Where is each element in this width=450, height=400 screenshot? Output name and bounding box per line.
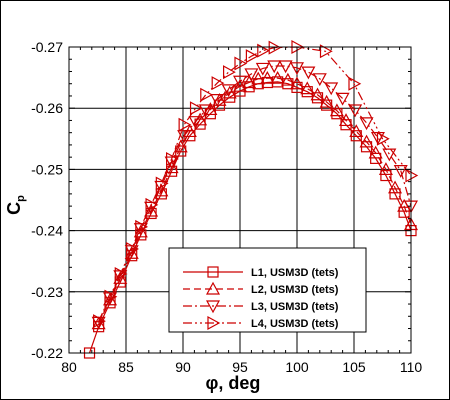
x-axis-label: φ, deg <box>206 373 261 393</box>
series-2-point <box>232 78 248 92</box>
y-tick-label: -0.23 <box>31 284 63 300</box>
y-axis-label-main: C <box>4 202 24 215</box>
series-3-point <box>188 116 203 129</box>
legend-box <box>168 247 367 333</box>
series-2-point <box>349 124 364 138</box>
series-3-point <box>210 94 225 107</box>
series-3-point <box>267 60 282 74</box>
x-tick-label: 110 <box>400 359 423 375</box>
y-axis-label: Cp <box>4 195 27 215</box>
series-4-line <box>98 46 412 322</box>
series-3-point <box>335 92 350 106</box>
series-4-point <box>166 151 179 167</box>
series-3-point <box>312 73 327 87</box>
y-axis-label-sub: p <box>15 195 27 202</box>
series-3-point <box>393 165 408 178</box>
series-2-point <box>319 94 334 108</box>
series-4-point <box>211 76 225 91</box>
series-3-point <box>255 62 270 76</box>
series-3-point <box>232 75 248 89</box>
series-3-point <box>301 66 316 80</box>
series-3-point <box>177 130 192 143</box>
series-4-point <box>348 76 362 91</box>
ticks-layer: 80 85 90 95 100 105 110 -0.22 -0.23 -0.24 -0.25 -0.… <box>31 39 422 375</box>
series-2-point <box>280 72 295 86</box>
legend-label-3: L3, USM3D (tets) <box>251 301 339 313</box>
series-2-point <box>378 162 393 175</box>
series-4-point <box>189 101 203 116</box>
series-2-point <box>260 70 275 84</box>
series-2-point <box>339 113 354 127</box>
series-3-point <box>382 148 397 162</box>
series-2-point <box>251 71 266 85</box>
series-4-point <box>223 65 236 80</box>
series-4-point <box>135 219 149 234</box>
legend-label-1: L1, USM3D (tets) <box>251 267 339 279</box>
series-3-point <box>289 62 305 76</box>
series-2-point <box>164 160 179 174</box>
series-3-point <box>348 104 363 118</box>
legend-label-4: L4, USM3D (tets) <box>251 318 339 330</box>
series-3-point <box>359 117 374 131</box>
series-4-point <box>104 289 118 304</box>
series-3-point <box>278 60 293 74</box>
series-2-point <box>289 76 305 90</box>
x-tick-label: 100 <box>285 359 309 375</box>
legend: L1, USM3D (tets) L2, USM3D (tets) L3, USM3… <box>168 247 367 333</box>
series-2-point <box>329 103 344 117</box>
x-tick-label: 85 <box>118 359 134 375</box>
svg-text:Cp: Cp <box>4 195 27 215</box>
series-4-point <box>245 49 259 64</box>
x-tick-label: 105 <box>342 359 366 375</box>
series-3-point <box>244 68 259 82</box>
series-2-point <box>113 271 128 284</box>
series-3-point <box>164 156 179 170</box>
y-tick-label: -0.27 <box>31 39 63 55</box>
legend-marker-4 <box>207 315 221 331</box>
series-4-point <box>145 197 159 212</box>
series-4-point <box>155 176 169 191</box>
series-3-point <box>324 82 339 96</box>
series-2-line <box>98 77 412 324</box>
y-tick-label: -0.22 <box>31 345 63 361</box>
series-4-point <box>126 241 139 256</box>
series-2-point <box>310 87 325 101</box>
y-tick-label: -0.24 <box>31 223 63 239</box>
series-4-point <box>114 267 128 282</box>
legend-label-2: L2, USM3D (tets) <box>251 284 339 296</box>
legend-marker-3 <box>205 300 221 314</box>
series-3-point <box>198 104 213 118</box>
series-4-point <box>268 40 282 55</box>
series-2-point <box>173 139 188 153</box>
x-tick-label: 90 <box>175 359 191 375</box>
y-tick-label: -0.25 <box>31 161 63 177</box>
series-4-point <box>200 87 214 102</box>
series-4-point <box>234 56 248 71</box>
series-2-point <box>388 180 403 194</box>
series-2-point <box>154 183 169 197</box>
series-2-point <box>270 70 285 84</box>
series-4-point <box>376 131 390 146</box>
series-4-point <box>319 44 333 59</box>
y-tick-label: -0.26 <box>31 100 63 116</box>
series-3-point <box>221 84 236 98</box>
series-4-point <box>93 314 106 329</box>
series-3-point <box>144 201 159 215</box>
legend-marker-2 <box>205 281 221 295</box>
series-2-point <box>359 134 374 148</box>
series-4-point <box>178 117 192 132</box>
series-2-point <box>144 203 159 217</box>
series-3-point <box>154 180 169 194</box>
series-2-point <box>212 92 227 106</box>
series-2-point <box>124 245 139 259</box>
series-2-point <box>242 75 257 89</box>
series-2-point <box>368 145 383 159</box>
series-2-point <box>300 81 315 95</box>
x-tick-label: 95 <box>232 359 248 375</box>
series-3-line <box>98 65 412 323</box>
legend-marker-1 <box>207 266 219 278</box>
x-tick-label: 80 <box>61 359 77 375</box>
